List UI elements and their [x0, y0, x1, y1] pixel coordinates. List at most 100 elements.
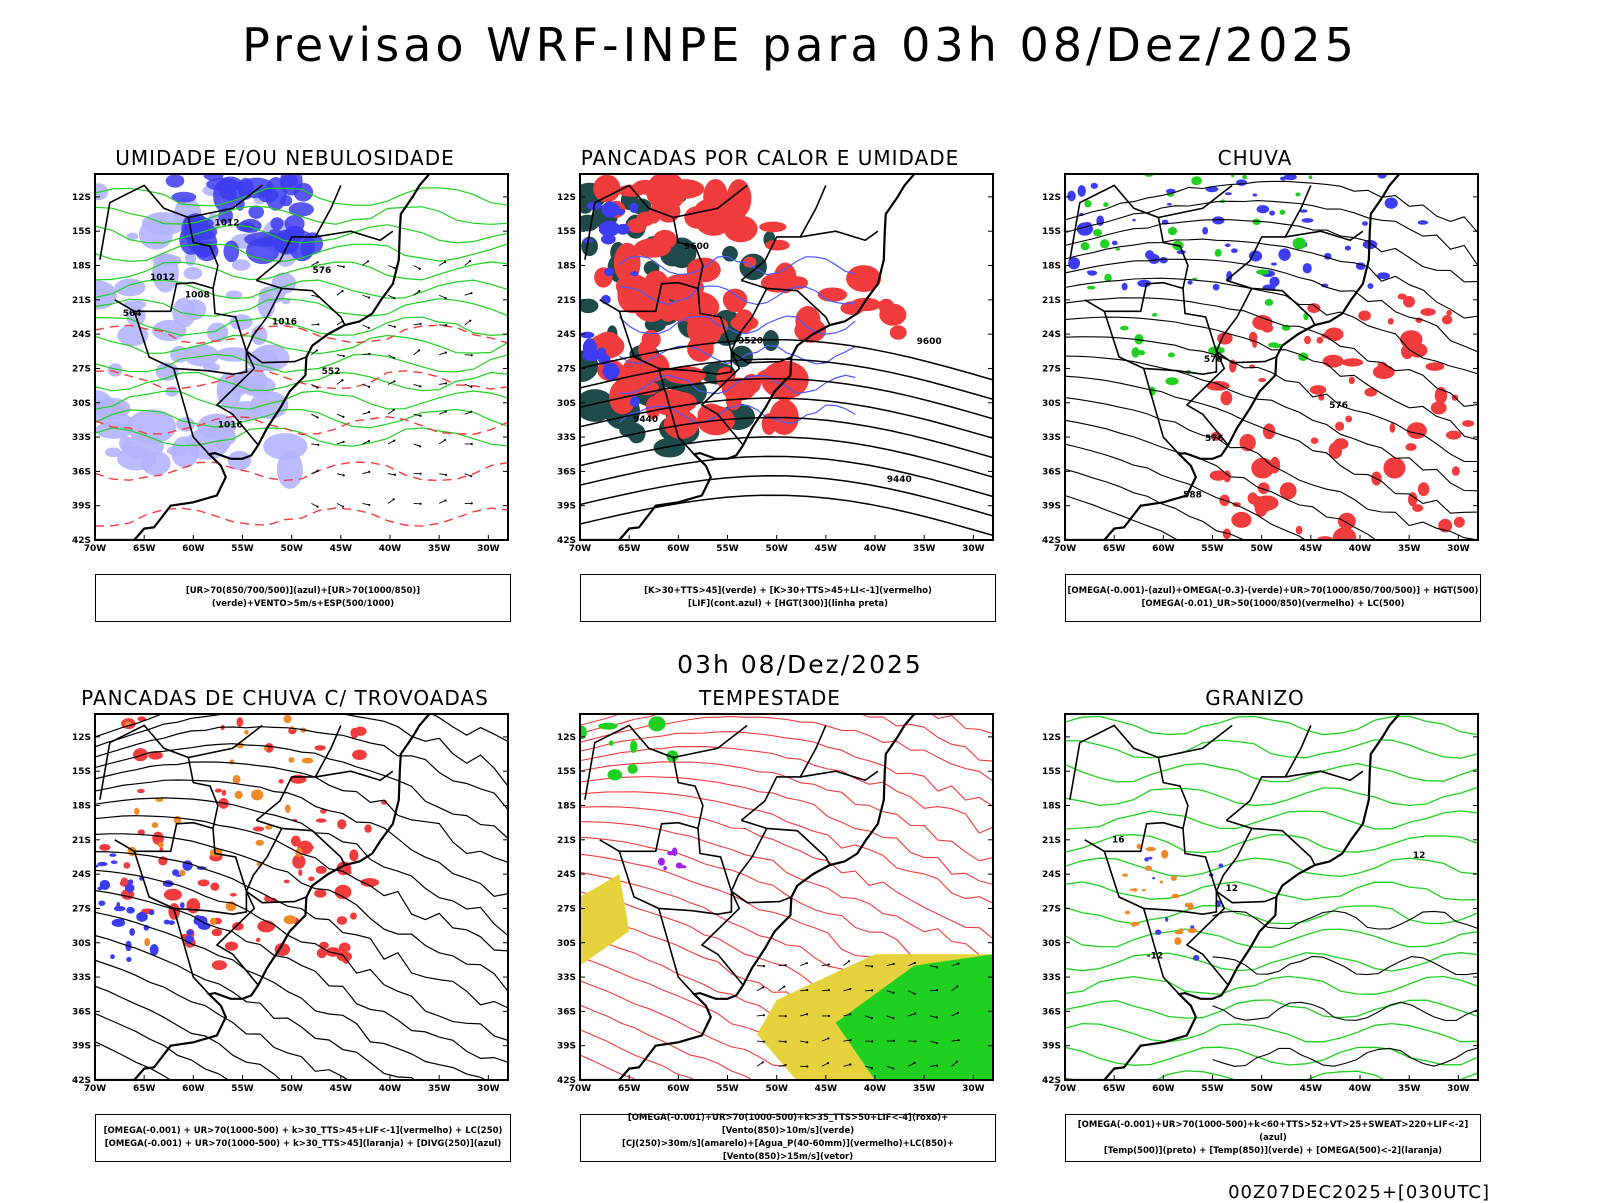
wind-arrow [444, 261, 446, 263]
lat-tick-label: 21S [72, 296, 91, 306]
lat-tick-label: 39S [557, 502, 576, 512]
lif-area [583, 338, 597, 358]
wind-arrow [471, 502, 473, 504]
lon-tick-label: 35W [428, 1084, 451, 1094]
omega-area [1236, 179, 1247, 186]
omega-ur-area [1255, 495, 1279, 510]
lon-tick-label: 70W [569, 1084, 592, 1094]
contour-label: 1016 [218, 420, 243, 430]
lat-tick-label: 21S [1042, 836, 1061, 846]
omega-area [1367, 283, 1373, 289]
instability-li-area [653, 230, 676, 249]
map: 58857657657612S15S18S21S24S27S30S33S36S3… [1025, 172, 1485, 572]
thunder-area [316, 818, 327, 822]
wind-arrow [470, 411, 472, 413]
lon-tick-label: 60W [182, 544, 205, 554]
lif-area [580, 332, 594, 339]
wind850-vector [849, 1063, 851, 1065]
wind850-area [630, 740, 637, 753]
thunder-area [212, 960, 227, 970]
thunder-area [354, 726, 367, 735]
lat-tick-label: 33S [72, 973, 91, 983]
thunder-area [337, 916, 348, 925]
wind850-vector [958, 1039, 960, 1041]
wind-arrow [368, 296, 370, 298]
divergence-area [180, 902, 185, 908]
lat-tick-label: 36S [1042, 1007, 1061, 1017]
thunder-area [300, 844, 314, 851]
wind850-vector [762, 1061, 764, 1063]
wind-arrow [393, 439, 395, 441]
lon-tick-label: 40W [379, 544, 402, 554]
contour-label: 576 [312, 266, 331, 276]
divergence-area [186, 930, 193, 935]
wind-arrow [418, 349, 420, 351]
wind-arrow [394, 326, 396, 328]
hail-area [1190, 925, 1194, 928]
thunder-area [253, 826, 264, 831]
omega-area [1067, 191, 1076, 202]
omega-ur-area [1345, 416, 1352, 423]
wind-arrow [342, 441, 344, 443]
omega-area [1278, 248, 1290, 260]
omega-strong-area [1168, 352, 1175, 357]
wind850-vector [762, 986, 764, 988]
lon-tick-label: 50W [765, 1084, 788, 1094]
wind850-vector [827, 1037, 829, 1039]
contour-label: 12 [1413, 851, 1426, 861]
omega500-area [1132, 923, 1136, 927]
omega500-area [1185, 903, 1189, 908]
humidity-upper-area [270, 217, 283, 230]
wind850-area [648, 716, 665, 731]
instability-li-area [646, 172, 686, 211]
thunder-area [198, 879, 210, 886]
legend-line: [K>30+TTS>45](verde) + [K>30+TTS>45+LI<-… [644, 585, 932, 598]
legend-line: [OMEGA(-0.001)-(azul)+OMEGA(-0.3)-(verde… [1068, 585, 1479, 598]
omega500-area [1188, 928, 1197, 933]
hail-area [1152, 877, 1155, 879]
lon-tick-label: 65W [133, 1084, 156, 1094]
lat-tick-label: 15S [1042, 767, 1061, 777]
omega-strong-area [1309, 175, 1313, 179]
thunder-k-area [285, 804, 291, 813]
map: 9600960095209440944012S15S18S21S24S27S30… [540, 172, 1000, 572]
lon-tick-label: 60W [667, 544, 690, 554]
lif-area [601, 201, 619, 217]
omega-ur-area [1310, 385, 1327, 395]
wind-arrow [368, 440, 370, 442]
wind850-vector [914, 993, 916, 995]
wind850-vector [871, 1067, 873, 1069]
omega-area [1302, 218, 1314, 223]
thunder-area [316, 866, 327, 874]
legend-line: [OMEGA(-0.01)_UR>50(1000/850)(vermelho) … [1141, 598, 1404, 611]
omega-strong-area [1295, 192, 1300, 196]
lon-tick-label: 50W [1250, 544, 1273, 554]
thunder-area [298, 869, 302, 876]
omega500-area [1171, 875, 1177, 881]
omega-area [1167, 203, 1172, 206]
thunder-k-area [302, 758, 314, 764]
contour-label: 564 [123, 309, 142, 319]
wind850-vector [936, 1016, 938, 1018]
omega-strong-area [1081, 242, 1090, 250]
lon-tick-label: 50W [765, 544, 788, 554]
omega-ur-area [1462, 420, 1474, 427]
thunder-k-area [233, 775, 241, 784]
lon-tick-label: 35W [913, 1084, 936, 1094]
omega-ur-area [1231, 512, 1251, 528]
lif-area [616, 224, 629, 235]
wind-arrow [393, 357, 395, 359]
lat-tick-label: 24S [72, 330, 91, 340]
omega-strong-area [1120, 326, 1129, 331]
lat-tick-label: 12S [557, 733, 576, 743]
wind-arrow [343, 355, 345, 357]
wind850-vector [849, 1013, 851, 1015]
map-layers [58, 712, 508, 1112]
thunder-area [257, 920, 275, 932]
lon-tick-label: 45W [815, 544, 838, 554]
lat-tick-label: 12S [72, 193, 91, 203]
lat-tick-label: 24S [1042, 870, 1061, 880]
omega-ur-area [1338, 513, 1356, 530]
humidity-mid-area [277, 451, 303, 489]
thunder-k-area [234, 791, 242, 799]
